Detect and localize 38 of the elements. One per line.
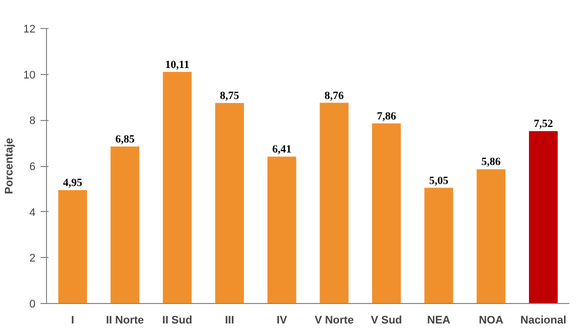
bar (476, 169, 506, 304)
x-tick-label: NEA (427, 314, 450, 326)
bar (162, 72, 192, 304)
y-tick-label: 10 (23, 69, 36, 82)
y-axis-title: Porcentaje (3, 138, 16, 194)
bar (110, 146, 140, 304)
data-label: 10,11 (165, 58, 190, 71)
x-tick-label: II Sud (162, 314, 192, 326)
y-tick-label: 6 (29, 161, 36, 173)
x-tick-label: I (71, 314, 74, 326)
bar (528, 131, 558, 304)
x-tick-label: NOA (478, 314, 504, 326)
y-tick-label: 0 (29, 298, 36, 310)
bar (320, 102, 349, 304)
data-label: 5,05 (429, 174, 449, 187)
data-label: 5,86 (481, 156, 502, 168)
y-tick-label: 12 (23, 24, 36, 36)
data-label: 8,75 (220, 90, 240, 102)
x-tick-label: V Sud (370, 314, 402, 326)
x-tick-label: V Norte (314, 314, 354, 326)
x-tick-label: IV (276, 314, 288, 326)
data-label: 7,52 (534, 118, 554, 130)
data-label: 6,41 (272, 144, 292, 156)
bar (215, 102, 244, 304)
bar (58, 190, 88, 304)
y-tick-label: 8 (29, 115, 36, 128)
x-tick-label: II Norte (106, 314, 144, 326)
y-tick-label: 2 (29, 252, 36, 265)
x-tick-label: III (224, 314, 234, 326)
bar (372, 123, 401, 304)
bar (267, 156, 296, 304)
bar (424, 188, 454, 304)
data-label: 4,95 (63, 177, 83, 190)
data-label: 6,85 (115, 134, 136, 146)
data-label: 8,76 (324, 90, 344, 102)
y-tick-label: 4 (29, 206, 36, 219)
x-tick-label: Nacional (520, 314, 566, 326)
data-label: 7,86 (376, 110, 397, 122)
